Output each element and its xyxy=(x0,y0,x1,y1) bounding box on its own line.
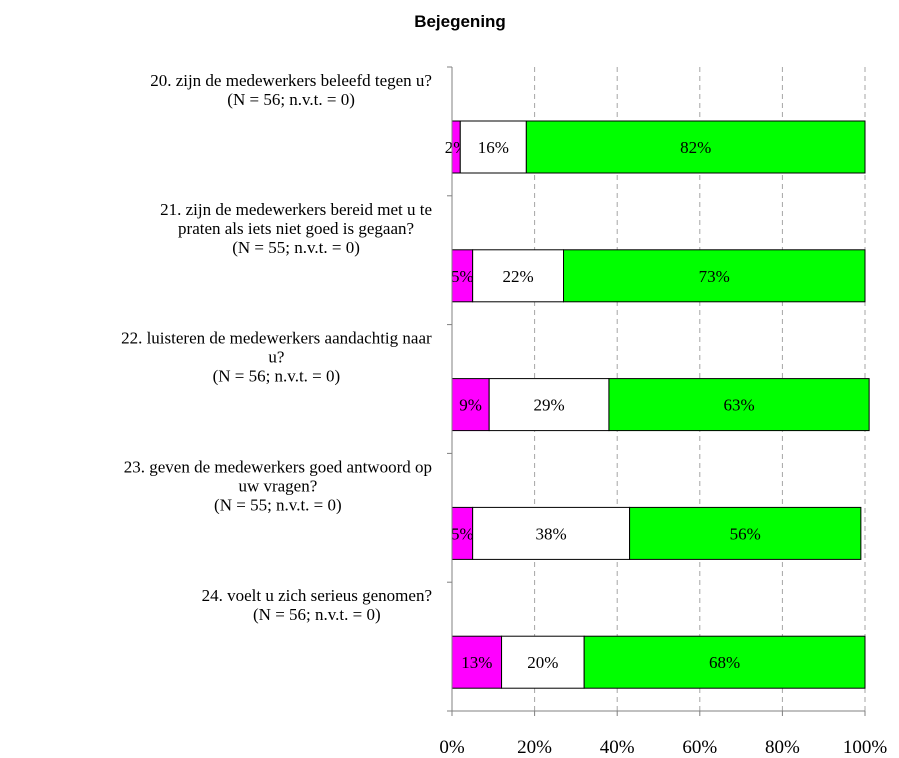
category-label-line: (N = 55; n.v.t. = 0) xyxy=(214,495,342,514)
category-label-line: (N = 56; n.v.t. = 0) xyxy=(253,605,381,624)
bar-segment xyxy=(563,249,866,303)
bar-segment xyxy=(583,635,866,689)
bar-segment xyxy=(451,378,490,432)
x-tick-label: 60% xyxy=(682,737,717,758)
bar-segment xyxy=(629,506,862,560)
axes xyxy=(447,66,866,716)
data-label: 9% xyxy=(459,396,482,415)
bar-segment xyxy=(525,120,866,174)
data-label: 63% xyxy=(723,396,754,415)
data-label: 73% xyxy=(699,267,730,286)
bar-segment xyxy=(472,506,631,560)
category-label: 20. zijn de medewerkers beleefd tegen u?… xyxy=(150,71,432,109)
data-label: 38% xyxy=(536,524,567,543)
category-label: 23. geven de medewerkers goed antwoord o… xyxy=(124,457,432,514)
data-label: 22% xyxy=(502,267,533,286)
category-label-line: 22. luisteren de medewerkers aandachtig … xyxy=(121,329,432,348)
category-labels: 20. zijn de medewerkers beleefd tegen u?… xyxy=(121,71,432,624)
category-label-line: 20. zijn de medewerkers beleefd tegen u? xyxy=(150,71,432,90)
data-label: 68% xyxy=(709,653,740,672)
category-label-line: (N = 56; n.v.t. = 0) xyxy=(227,90,355,109)
data-label: 20% xyxy=(527,653,558,672)
x-tick-label: 80% xyxy=(765,737,800,758)
category-label-line: 23. geven de medewerkers goed antwoord o… xyxy=(124,457,432,476)
data-label: 16% xyxy=(478,138,509,157)
category-label-line: 24. voelt u zich serieus genomen? xyxy=(202,586,432,605)
category-label-line: (N = 55; n.v.t. = 0) xyxy=(232,238,360,257)
x-tick-label: 20% xyxy=(517,737,552,758)
bar-segment xyxy=(488,378,610,432)
data-label: 13% xyxy=(461,653,492,672)
data-label: 56% xyxy=(730,524,761,543)
category-label-line: (N = 56; n.v.t. = 0) xyxy=(213,367,341,386)
x-tick-label: 40% xyxy=(600,737,635,758)
x-tick-label: 100% xyxy=(843,737,888,758)
chart-title: Bejegening xyxy=(414,12,506,31)
data-label: 82% xyxy=(680,138,711,157)
category-label-line: u? xyxy=(268,348,284,367)
bars: 2% 16% 82%5% 22% 73%9% 29% 63%5% 38% 56%13% 20% 68… xyxy=(445,120,870,689)
category-label-line: 21. zijn de medewerkers bereid met u te xyxy=(160,200,432,219)
bar-segment xyxy=(459,120,527,174)
data-label: 5% xyxy=(451,524,474,543)
category-label-line: uw vragen? xyxy=(238,476,317,495)
bar-segment xyxy=(472,249,565,303)
category-label-line: praten als iets niet goed is gegaan? xyxy=(178,219,414,238)
category-label: 21. zijn de medewerkers bereid met u te p… xyxy=(160,200,432,257)
data-label: 5% xyxy=(451,267,474,286)
x-tick-labels: 0% 20% 40% 60% 80% 100% xyxy=(439,737,887,758)
category-label: 24. voelt u zich serieus genomen? (N = 56… xyxy=(202,586,432,624)
x-tick-label: 0% xyxy=(439,737,465,758)
category-label: 22. luisteren de medewerkers aandachtig … xyxy=(121,329,432,386)
bar-segment xyxy=(451,635,503,689)
data-label: 29% xyxy=(533,396,564,415)
bar-segment xyxy=(608,378,870,432)
